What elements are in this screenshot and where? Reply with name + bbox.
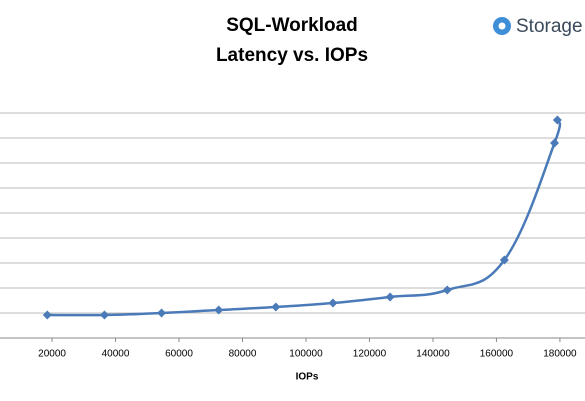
chart-title: SQL-Workload xyxy=(226,15,358,36)
x-tick-label: 20000 xyxy=(38,349,66,360)
marker xyxy=(328,298,338,308)
line xyxy=(47,119,562,317)
marker xyxy=(42,310,52,320)
marker xyxy=(552,115,562,125)
marker xyxy=(550,138,560,148)
x-tick-label: 140000 xyxy=(416,349,450,360)
marker xyxy=(499,255,509,265)
x-tick-label: 60000 xyxy=(165,349,193,360)
marker xyxy=(442,285,452,295)
x-tick-label: 80000 xyxy=(229,349,257,360)
x-tick-label: 100000 xyxy=(289,349,323,360)
marker xyxy=(385,292,395,302)
chart-title: Latency vs. IOPs xyxy=(216,45,368,66)
logo-text: Storage xyxy=(516,16,583,37)
marker xyxy=(214,305,224,315)
x-tick-label: 40000 xyxy=(102,349,130,360)
logo: Storage xyxy=(493,16,583,37)
x-tick-label: 180000 xyxy=(543,349,577,360)
logo-icon xyxy=(498,22,506,30)
marker xyxy=(157,308,167,318)
marker xyxy=(271,302,281,312)
marker xyxy=(99,310,109,320)
x-axis-label: IOPs xyxy=(296,372,319,383)
x-tick-label: 120000 xyxy=(353,349,387,360)
x-tick-label: 160000 xyxy=(480,349,514,360)
